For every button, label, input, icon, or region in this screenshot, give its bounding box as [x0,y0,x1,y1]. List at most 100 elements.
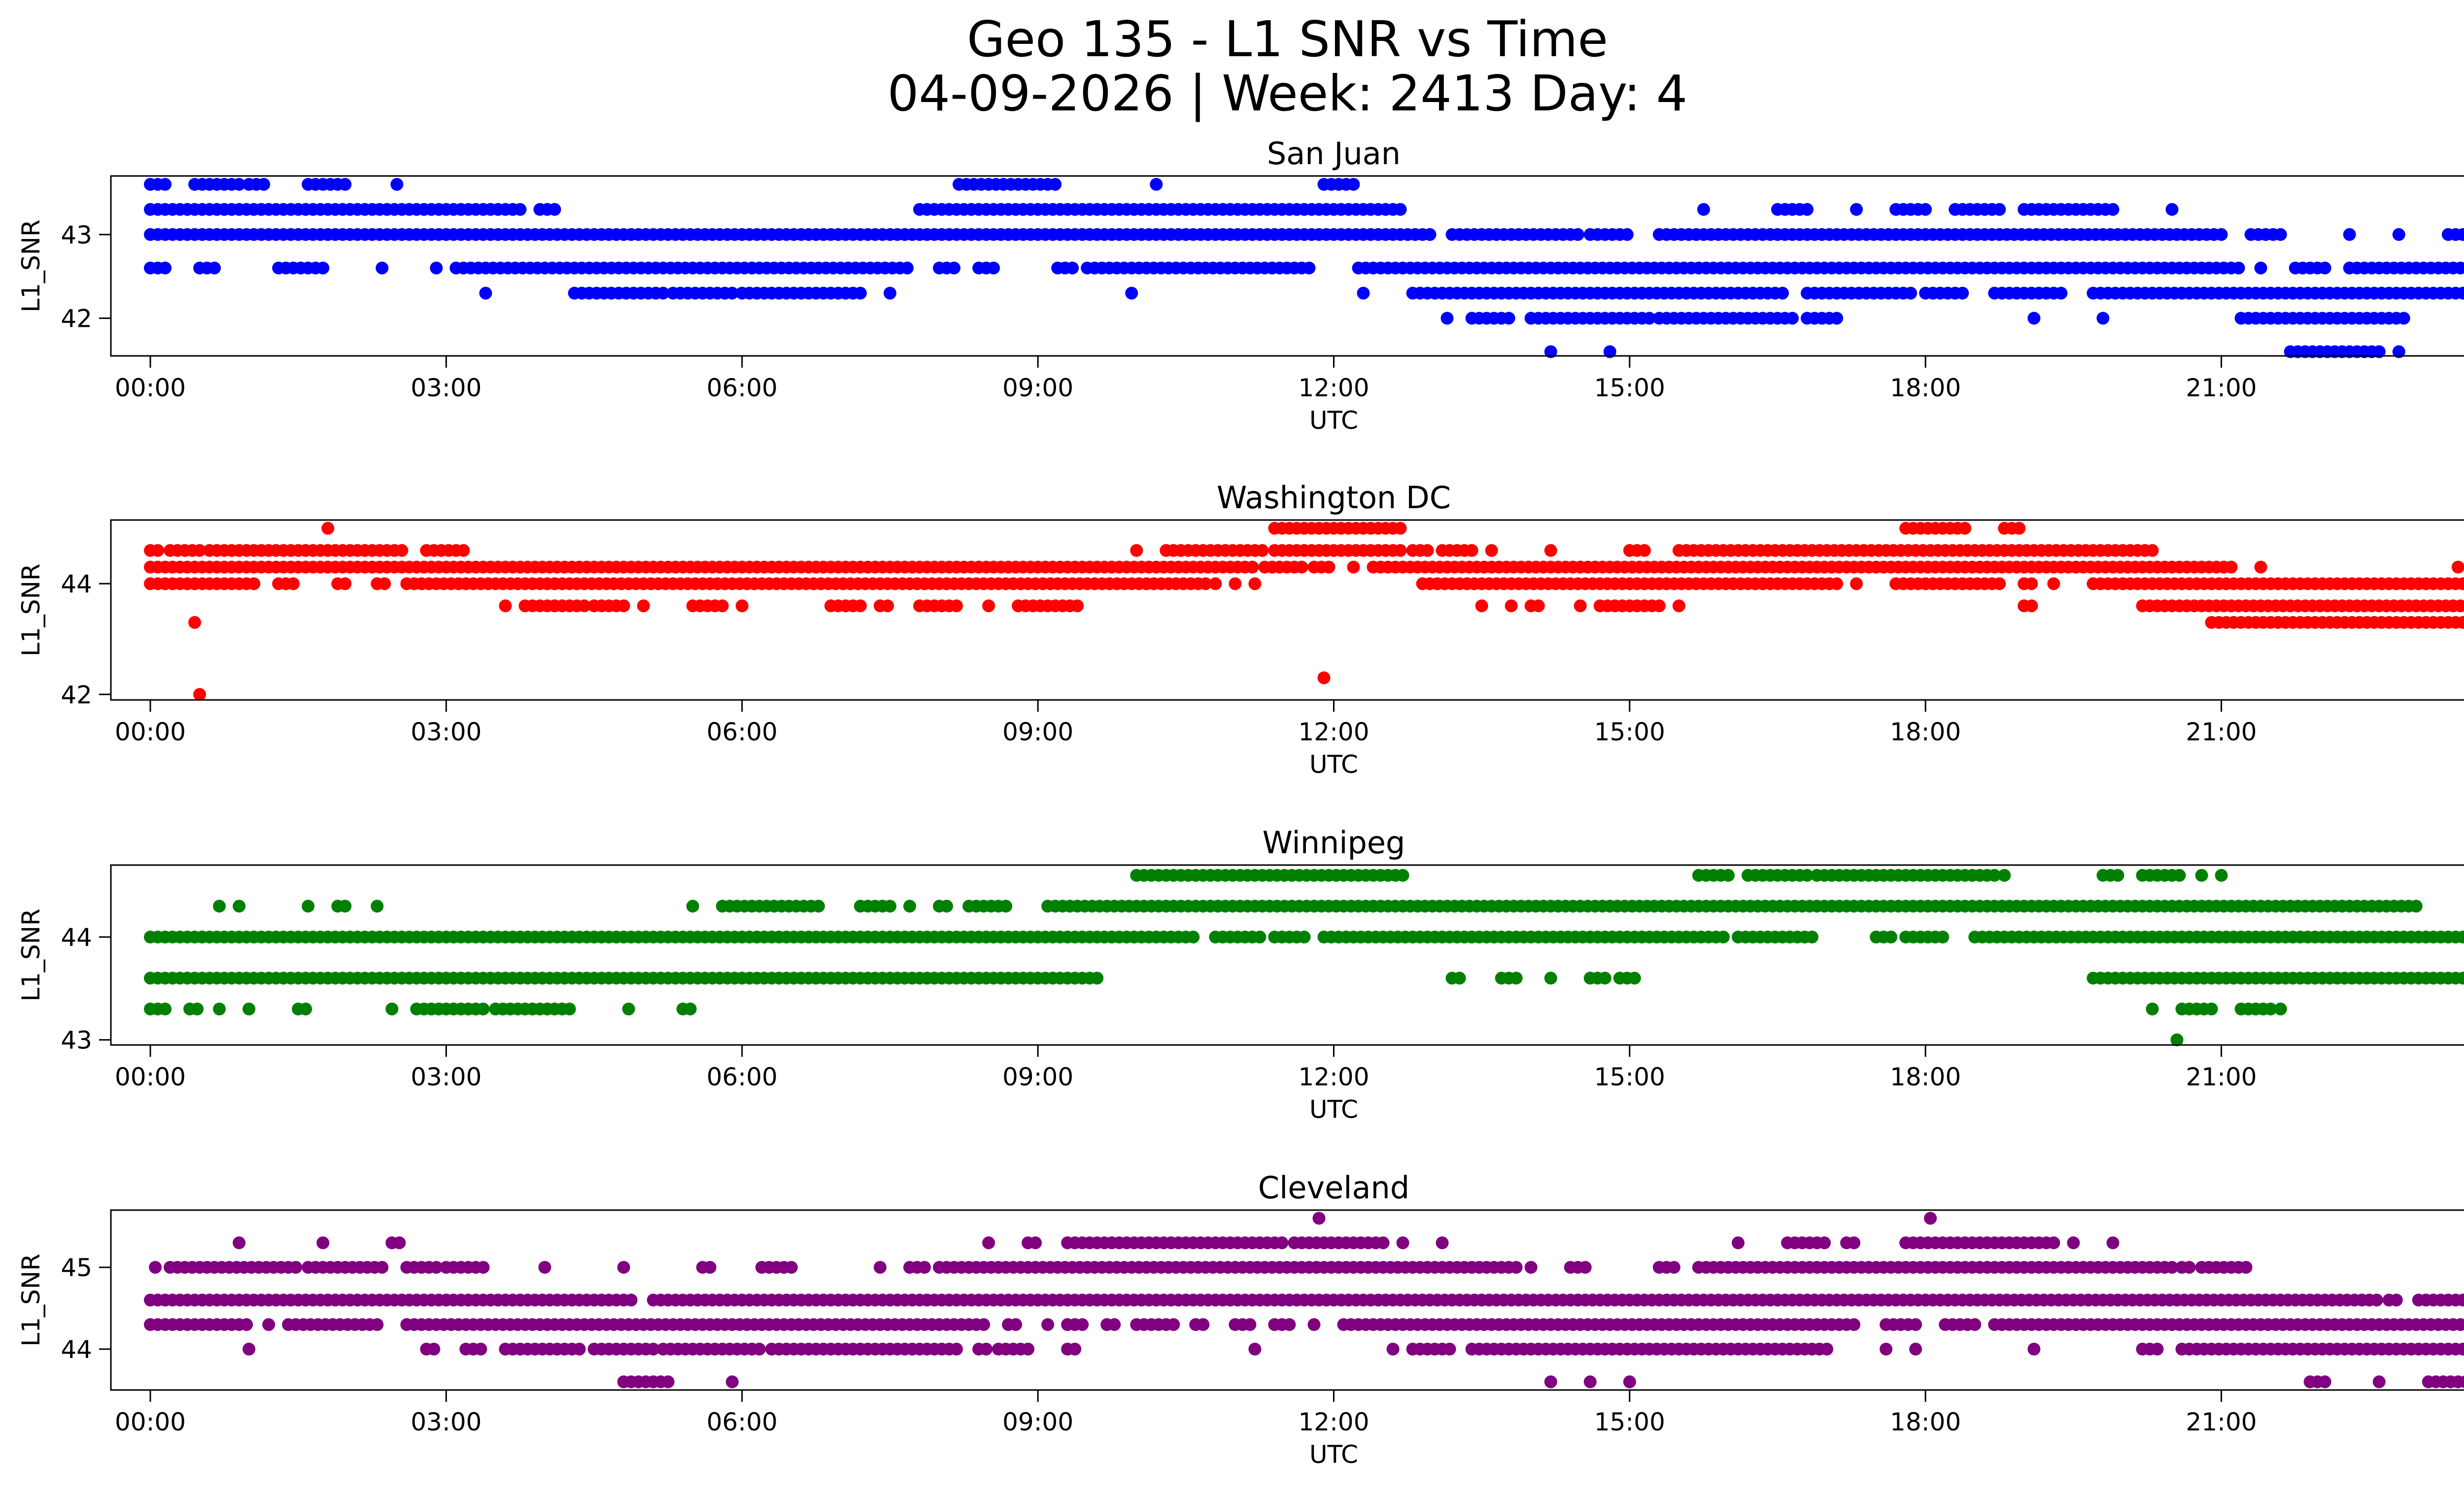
cleveland-point [1167,1318,1180,1331]
cleveland-point [1509,1261,1523,1274]
cleveland-point [1623,1375,1636,1389]
washington-dc-point [854,599,867,613]
cleveland-point [2459,1375,2464,1389]
winnipeg-point [1091,972,1104,985]
san-juan-point [257,178,271,191]
washington-dc-point [950,599,963,613]
san-juan-point [2392,228,2405,241]
cleveland-point [1583,1375,1597,1389]
winnipeg-point [1509,972,1523,985]
cleveland-point [1022,1343,1035,1356]
cleveland-point [1197,1318,1210,1331]
winnipeg-point [385,1003,399,1015]
washington-dc-point [1475,599,1488,613]
cleveland-point [2390,1293,2403,1307]
san-juan-point [1049,178,1062,191]
cleveland-point [977,1318,991,1331]
san-juan-point [1904,286,1917,300]
washington-dc-point [2013,522,2026,535]
winnipeg-point [2195,869,2208,882]
winnipeg-point [1884,931,1898,943]
winnipeg-point [242,1003,256,1015]
washington-dc-point [1394,544,1407,557]
cleveland-point [2027,1343,2041,1356]
cleveland-point [950,1343,963,1356]
cleveland-point [1248,1343,1262,1356]
washington-dc-point [247,577,261,591]
cleveland-point [2456,1343,2464,1356]
winnipeg-point [2111,869,2124,882]
san-juan-point [1423,228,1437,241]
cleveland-point [240,1318,253,1331]
san-juan-point [2456,228,2464,241]
cleveland-point [647,1343,660,1356]
san-juan-point [884,286,896,300]
winnipeg-point [2173,869,2186,882]
cleveland-point [1848,1236,1861,1250]
washington-dc-point [378,577,391,591]
winnipeg-point [477,1003,490,1015]
san-juan-point [316,261,330,275]
san-juan-point [725,286,739,300]
cleveland-point [262,1318,275,1331]
washington-dc-point [1394,522,1407,535]
cleveland-point [371,1318,384,1331]
winnipeg-point [903,900,916,913]
cleveland-point [1909,1318,1922,1331]
san-juan-points [144,178,2464,358]
washington-dc-x-tick-label: 18:00 [1890,718,1961,746]
san-juan-point [159,261,172,275]
washington-dc-point [1246,560,1259,574]
washington-dc-point [2454,599,2464,613]
cleveland-point [703,1261,717,1274]
washington-dc-point [287,577,300,591]
washington-dc-point [1544,544,1557,557]
san-juan-y-tick-label: 42 [61,305,92,333]
washington-dc-title: Washington DC [1217,480,1451,516]
washington-dc-point [188,616,202,629]
san-juan-point [1993,203,2006,216]
cleveland-point [2067,1236,2080,1250]
cleveland-point [1312,1212,1326,1225]
cleveland-point [1667,1261,1680,1274]
cleveland-points [144,1212,2464,1389]
cleveland-point [376,1261,389,1274]
winnipeg-point [191,1003,204,1015]
san-juan-point [1302,261,1316,275]
winnipeg-point [1187,931,1200,943]
cleveland-x-tick-label: 18:00 [1890,1408,1961,1436]
san-juan-point [1643,312,1656,325]
san-juan-point [2318,261,2331,275]
winnipeg-point [1801,869,1814,882]
cleveland-x-tick-label: 00:00 [115,1408,186,1436]
san-juan-point [1150,178,1163,191]
washington-dc-point [1229,577,1242,591]
cleveland-point [1820,1343,1834,1356]
washington-dc-point [193,544,206,557]
cleveland-point [538,1261,551,1274]
cleveland-panel: Cleveland 00:00 03:00 06:00 09:00 12:00 15:00 1… [17,1170,2464,1469]
winnipeg-point [940,900,953,913]
washington-dc-point [1830,577,1844,591]
san-juan-point [208,261,221,275]
san-juan-point [430,261,443,275]
cleveland-point [242,1343,256,1356]
cleveland-x-tick-label: 09:00 [1002,1408,1073,1436]
winnipeg-point [233,900,246,913]
san-juan-point [1544,345,1557,358]
cleveland-y-tick-label: 45 [61,1253,92,1282]
san-juan-point [1620,228,1634,241]
cleveland-point [477,1261,490,1274]
winnipeg-point [812,900,825,913]
san-juan-point [2392,345,2405,358]
cleveland-point [982,1236,995,1250]
san-juan-point [2054,286,2068,300]
cleveland-point [2106,1236,2120,1250]
figure-title-line-1: Geo 135 - L1 SNR vs Time [967,10,1608,68]
washington-dc-point [321,522,335,535]
cleveland-point [289,1261,303,1274]
san-juan-point [2461,263,2464,274]
washington-dc-point [1638,544,1651,557]
cleveland-point [1443,1343,1456,1356]
